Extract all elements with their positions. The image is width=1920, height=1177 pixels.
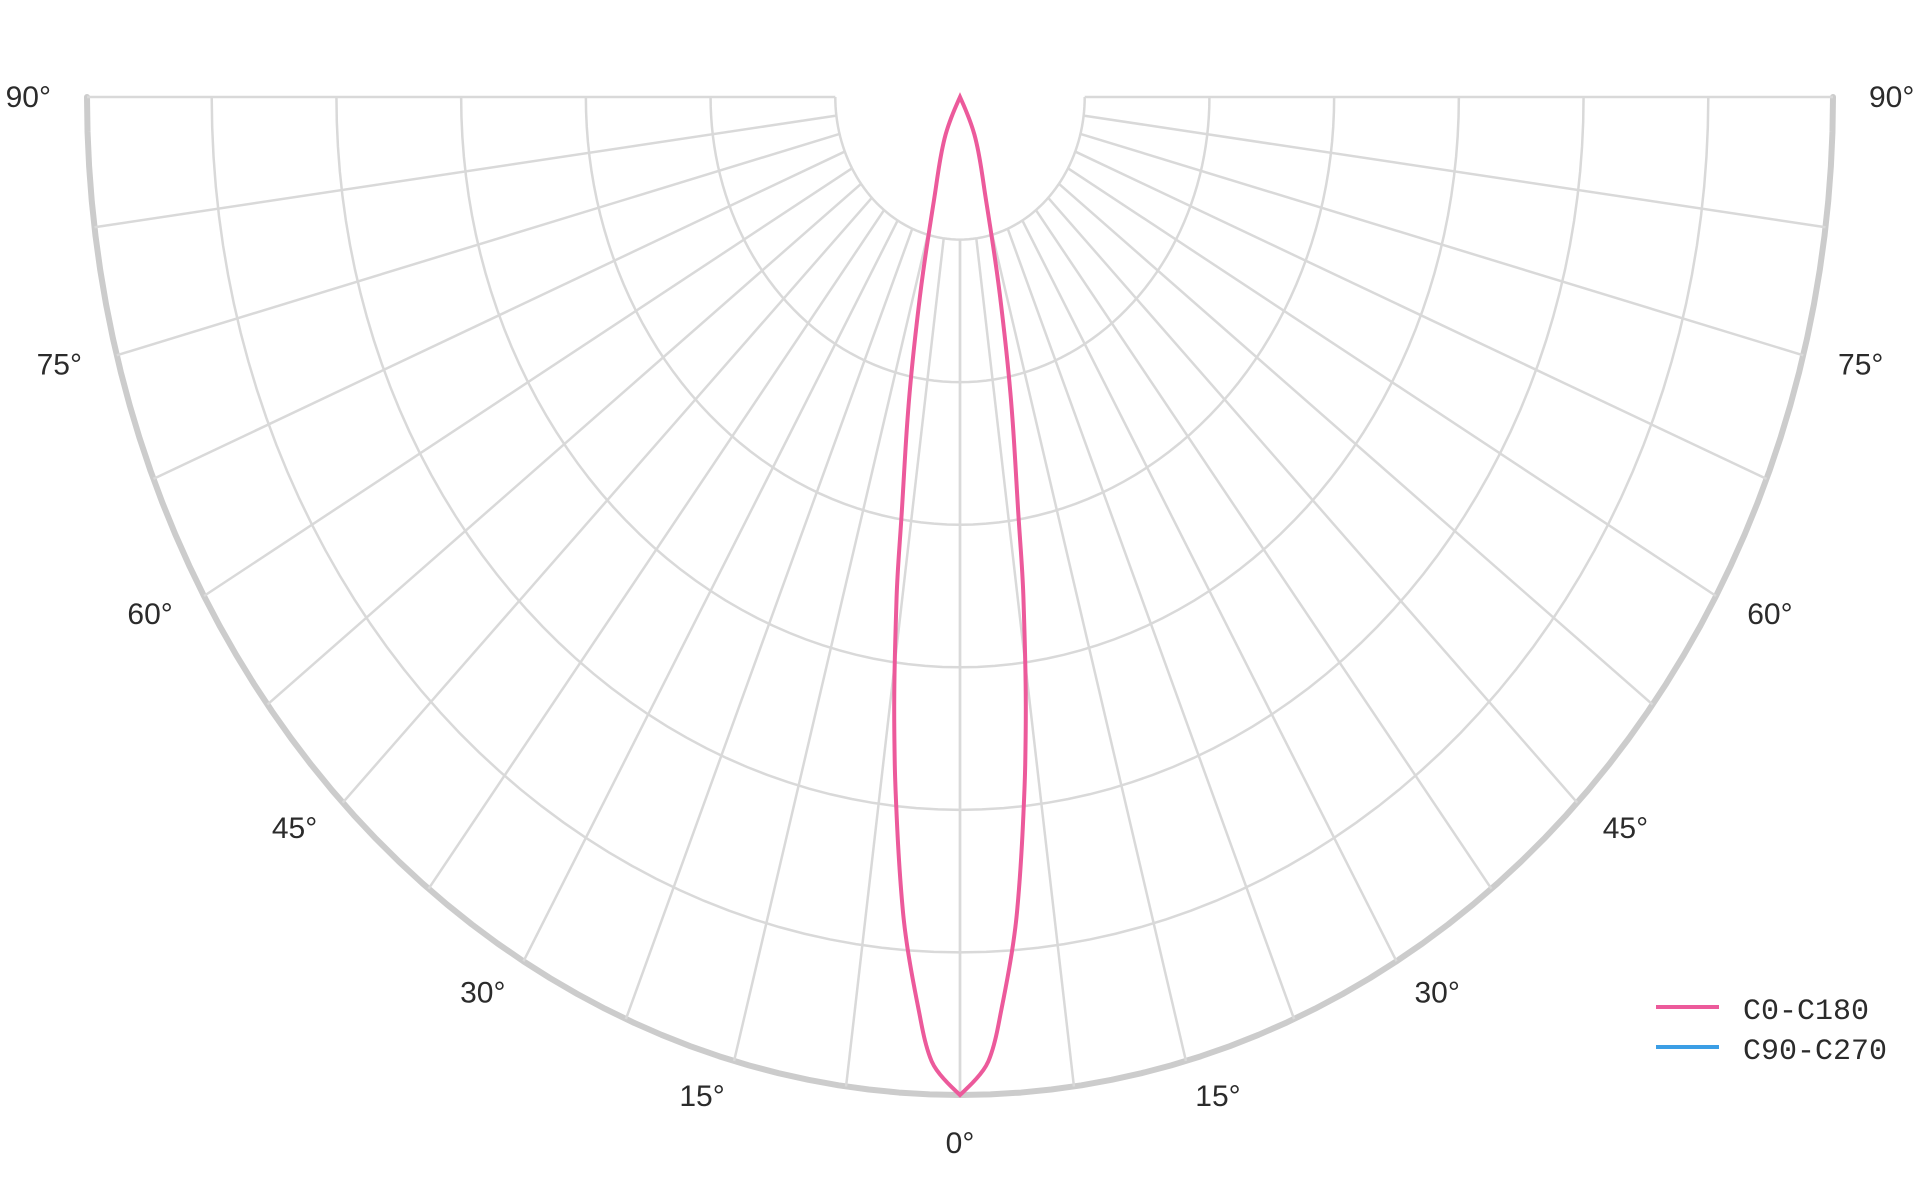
svg-text:45°: 45° <box>272 812 317 845</box>
svg-text:0°: 0° <box>946 1127 975 1160</box>
svg-text:75°: 75° <box>1838 349 1883 382</box>
svg-text:30°: 30° <box>460 976 505 1009</box>
svg-text:45°: 45° <box>1603 812 1648 845</box>
svg-text:60°: 60° <box>1747 598 1792 631</box>
svg-text:60°: 60° <box>127 598 172 631</box>
svg-text:15°: 15° <box>679 1080 724 1113</box>
svg-text:C90-C270: C90-C270 <box>1743 1035 1887 1069</box>
svg-text:90°: 90° <box>1869 81 1914 114</box>
svg-text:75°: 75° <box>37 349 82 382</box>
svg-text:C0-C180: C0-C180 <box>1743 995 1869 1029</box>
svg-text:90°: 90° <box>6 81 51 114</box>
svg-text:30°: 30° <box>1415 976 1460 1009</box>
svg-text:15°: 15° <box>1195 1080 1240 1113</box>
